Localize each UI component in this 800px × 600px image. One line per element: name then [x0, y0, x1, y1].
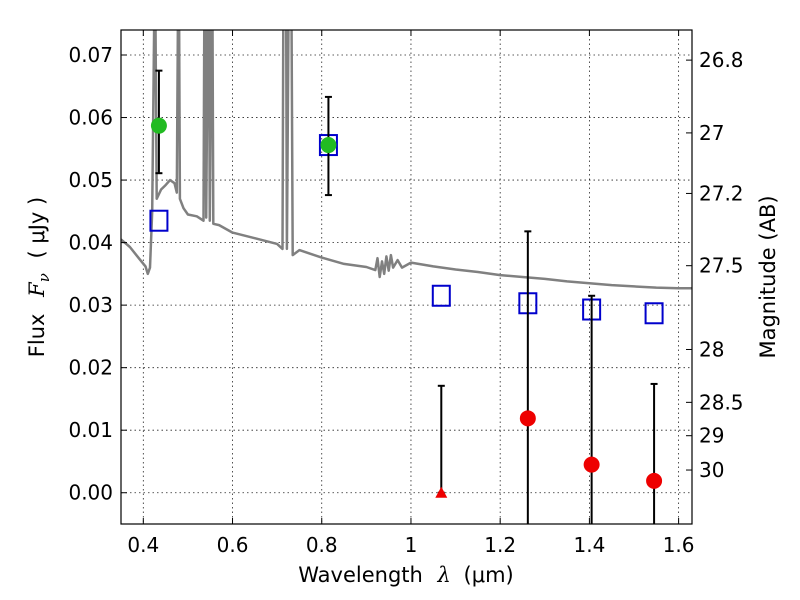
x-axis-label-unit: (μm): [464, 563, 514, 587]
y2-tick-label: 27.5: [699, 254, 744, 278]
model-sed-line: [121, 30, 692, 290]
model-band-flux-marker: [644, 302, 664, 325]
y-axis-label-sub: ν: [35, 273, 53, 282]
detection-marker: [320, 137, 337, 154]
y-tick-label: 0.00: [68, 481, 113, 505]
y2-tick-label: 26.8: [699, 48, 744, 72]
y2-tick-label: 29: [699, 424, 724, 448]
y-tick-label: 0.02: [68, 356, 113, 380]
x-tick-label: 1.2: [484, 533, 516, 557]
y2-tick-label: 27.2: [699, 181, 744, 205]
non-detection-marker: [519, 410, 536, 427]
y-tick-label: 0.05: [68, 168, 113, 192]
y-tick-label: 0.07: [68, 43, 113, 67]
y-tick-label: 0.03: [68, 293, 113, 317]
x-tick-label: 1: [405, 533, 418, 557]
y2-tick-label: 28.5: [699, 390, 744, 414]
y-axis-label: Flux Fν ( μJy ): [25, 197, 54, 357]
y2-axis-label: Magnitude (AB): [756, 195, 780, 358]
upper-limit-marker: [435, 486, 448, 498]
y-tick-label: 0.04: [68, 231, 113, 255]
model-band-flux-marker: [431, 284, 451, 307]
y-axis-label-text: Flux: [25, 314, 49, 358]
non-detection-marker: [583, 456, 600, 473]
x-tick-label: 0.6: [217, 533, 249, 557]
x-tick-label: 0.8: [306, 533, 338, 557]
y-tick-label: 0.06: [68, 106, 113, 130]
y-axis-label-symbol: F: [25, 281, 49, 298]
y2-tick-label: 27: [699, 121, 724, 145]
grid-lines: [121, 30, 692, 524]
y2-tick-label: 28: [699, 337, 724, 361]
y-tick-label: 0.01: [68, 418, 113, 442]
non-detection-marker: [646, 472, 663, 489]
x-tick-label: 1.4: [573, 533, 605, 557]
y-axis-label-unit: ( μJy ): [25, 197, 49, 259]
ticks: 0.4 0.6 0.8 1 1.2 1.4 1.6 0.00 0.01 0.02 0.03 0.04 0…: [68, 30, 744, 557]
detection-marker: [150, 117, 167, 134]
x-axis-label: Wavelength λ (μm): [298, 563, 513, 587]
axes-frame: [120, 29, 693, 525]
x-axis-label-text: Wavelength: [298, 563, 423, 587]
y2-tick-label: 30: [699, 458, 724, 482]
model-band-flux-marker: [149, 209, 169, 232]
x-axis-label-symbol: λ: [437, 563, 451, 587]
plot-area: [121, 30, 692, 524]
x-tick-label: 1.6: [663, 533, 695, 557]
x-tick-label: 0.4: [127, 533, 159, 557]
